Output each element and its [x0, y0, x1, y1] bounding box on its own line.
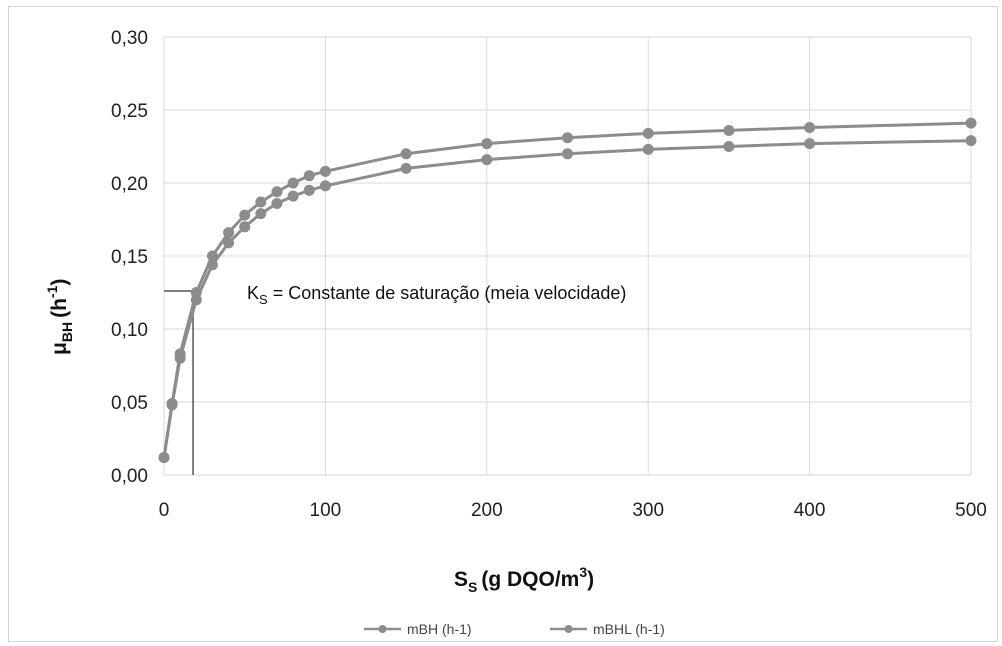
x-axis-title-sup: 3: [579, 564, 587, 580]
y-tick-label: 0,10: [111, 320, 148, 341]
y-tick-label: 0,30: [111, 28, 148, 49]
data-point: [400, 162, 412, 174]
data-point: [319, 165, 331, 177]
x-tick-label: 300: [632, 500, 664, 521]
data-point: [481, 138, 493, 150]
legend-label-mbhl: mBHL (h-1): [593, 621, 665, 637]
data-point: [158, 451, 170, 463]
data-point: [642, 127, 654, 139]
y-axis-title-end: ): [48, 279, 71, 286]
legend-swatch-marker-mbhl: [564, 625, 573, 633]
data-point: [190, 287, 202, 298]
data-point: [166, 397, 178, 409]
x-tick-label: 0: [159, 500, 170, 521]
x-tick-label: 100: [310, 500, 342, 521]
data-point: [965, 117, 977, 129]
data-point: [271, 197, 283, 209]
ks-annotation-k: K: [247, 283, 259, 303]
data-point: [287, 190, 299, 202]
legend-label-mbh: mBH (h-1): [407, 621, 472, 637]
x-tick-label: 500: [955, 500, 987, 521]
legend: mBH (h-1) mBHL (h-1): [364, 621, 665, 637]
y-axis-title-sub: BH: [59, 322, 75, 342]
legend-item-mbh: mBH (h-1): [364, 621, 472, 637]
y-axis-title-sup: -1: [44, 285, 60, 298]
data-point: [303, 184, 315, 196]
series-0: [158, 135, 977, 463]
x-axis-title-rest: (g DQO/m: [481, 568, 579, 591]
y-tick-label: 0,00: [111, 466, 148, 487]
data-point: [400, 148, 412, 160]
x-tick-label: 200: [471, 500, 503, 521]
data-point: [562, 132, 573, 144]
data-point: [804, 138, 816, 150]
data-point: [239, 221, 251, 233]
data-point: [223, 227, 235, 239]
y-axis-title-rest: (h: [48, 298, 71, 318]
x-tick-label: 400: [794, 500, 826, 521]
data-point: [319, 180, 331, 192]
data-point: [723, 124, 735, 136]
data-point: [223, 237, 235, 249]
data-point: [481, 154, 493, 166]
y-tick-label: 0,25: [111, 101, 148, 122]
legend-swatch-marker-mbh: [378, 625, 387, 633]
ks-annotation-sub: S: [259, 292, 268, 307]
data-point: [287, 177, 299, 189]
grid-lines: [163, 36, 972, 476]
data-point: [723, 141, 735, 152]
ks-annotation-text: = Constante de saturação (meia velocidad…: [268, 283, 627, 303]
data-point: [255, 196, 267, 208]
data-point: [239, 209, 251, 221]
data-point: [174, 348, 186, 360]
data-point: [303, 170, 315, 182]
data-point: [206, 250, 218, 262]
data-point: [255, 208, 267, 220]
legend-item-mbhl: mBHL (h-1): [550, 621, 665, 637]
ks-reference-lines: [164, 290, 194, 475]
y-tick-label: 0,05: [111, 393, 148, 414]
y-axis-title: μBH (h-1): [44, 279, 75, 355]
x-axis-title-sub: S: [468, 579, 477, 595]
data-point: [804, 122, 816, 134]
chart-frame: 0,00 0,05 0,10 0,15 0,20 0,25 0,30 0 100 200 300 40…: [8, 6, 998, 642]
series-1: [158, 117, 977, 463]
data-point: [562, 148, 573, 160]
tick-labels: 0,00 0,05 0,10 0,15 0,20 0,25 0,30 0 100 200 300 40…: [111, 28, 987, 521]
data-point: [965, 135, 977, 147]
x-axis-title: SS (g DQO/m3): [454, 564, 594, 595]
data-point: [271, 186, 283, 198]
x-axis-title-end: ): [587, 568, 594, 591]
y-axis-title-main: μ: [48, 342, 71, 355]
y-tick-label: 0,15: [111, 247, 148, 268]
x-axis-title-main: S: [454, 568, 468, 591]
series-layer: [158, 117, 977, 463]
chart-svg: 0,00 0,05 0,10 0,15 0,20 0,25 0,30 0 100 200 300 40…: [44, 28, 987, 637]
ks-annotation: KS = Constante de saturação (meia veloci…: [247, 283, 626, 307]
data-point: [642, 143, 654, 155]
y-tick-label: 0,20: [111, 174, 148, 195]
